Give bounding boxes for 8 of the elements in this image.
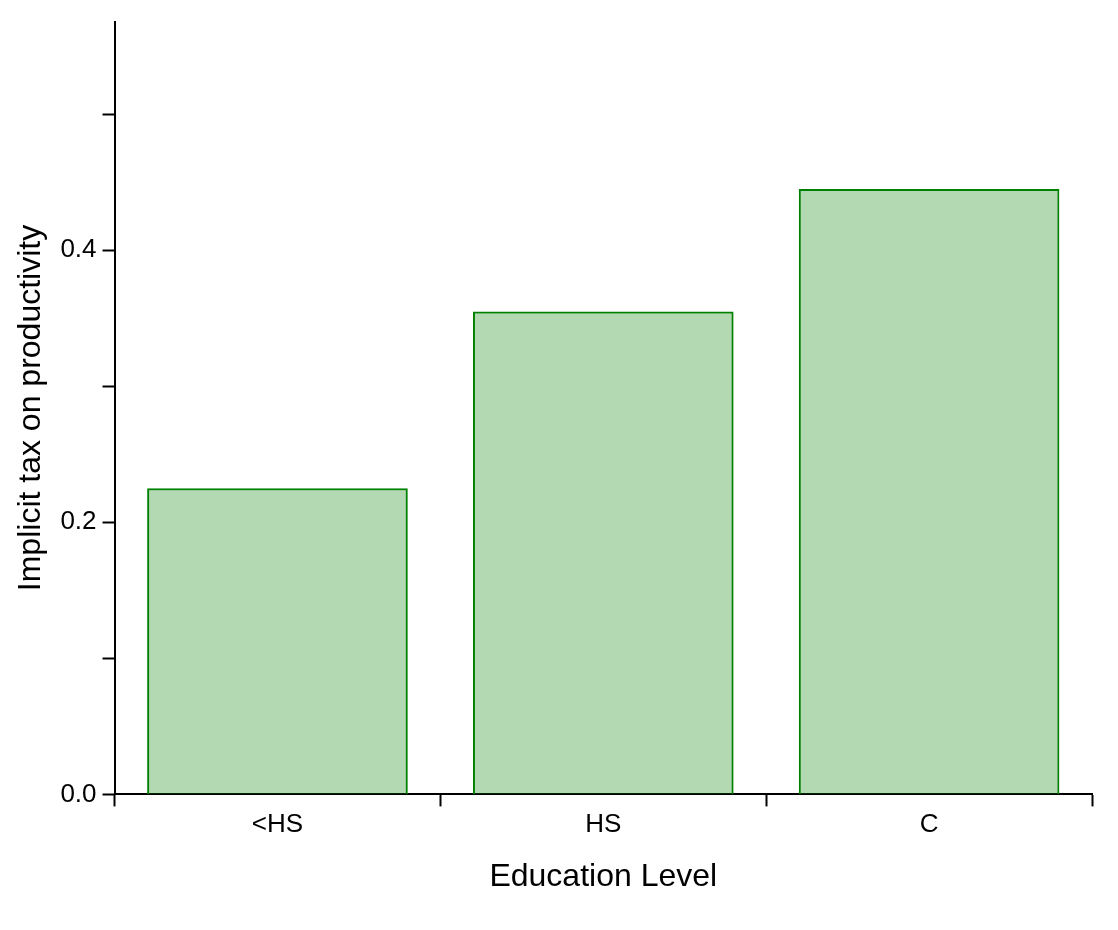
y-axis-title: Implicit tax on productivity — [11, 224, 48, 592]
y-tick-label: 0.2 — [60, 505, 97, 536]
y-tick-label: 0.0 — [60, 777, 97, 808]
x-tick-label: C — [919, 808, 939, 839]
y-tick-label: 0.4 — [60, 233, 97, 264]
x-tick-label: HS — [585, 808, 622, 839]
x-axis-title: Education Level — [489, 856, 718, 893]
x-tick-label: <HS — [251, 808, 304, 839]
